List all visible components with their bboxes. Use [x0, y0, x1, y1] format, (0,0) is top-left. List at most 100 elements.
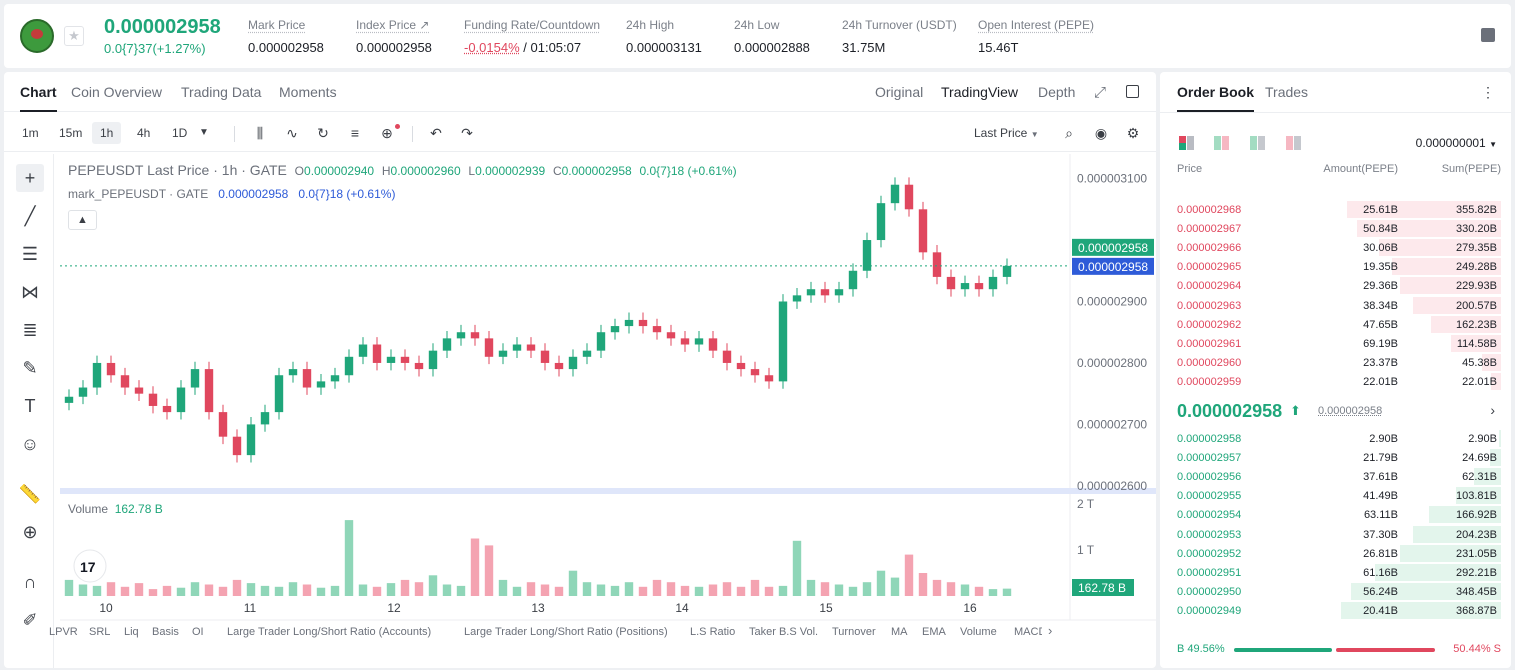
price-type-select[interactable]: Last Price ▼: [974, 126, 1039, 140]
indicator-srl[interactable]: SRL: [89, 626, 111, 638]
ask-row[interactable]: 0.000002966 30.06B 279.35B: [1160, 238, 1511, 257]
ask-row[interactable]: 0.000002965 19.35B 249.28B: [1160, 257, 1511, 276]
more-icon[interactable]: ⋮: [1481, 84, 1495, 100]
timeframe-1m[interactable]: 1m: [22, 126, 39, 140]
indicator-ls-positions[interactable]: Large Trader Long/Short Ratio (Positions…: [464, 626, 668, 638]
volume-tag: 162.78 B: [1078, 581, 1126, 595]
last-price-tag: 0.000002958: [1078, 241, 1148, 255]
indicator-oi[interactable]: OI: [192, 626, 204, 638]
depth-bar: [1351, 582, 1501, 600]
replay-icon[interactable]: ↻: [317, 125, 329, 141]
fullscreen-icon[interactable]: [1126, 85, 1139, 98]
indicator-ls-accounts[interactable]: Large Trader Long/Short Ratio (Accounts): [227, 626, 432, 638]
stat-index-price[interactable]: Index Price ↗ 0.000002958: [356, 18, 432, 55]
ask-row[interactable]: 0.000002967 50.84B 330.20B: [1160, 219, 1511, 238]
emoji-icon[interactable]: ☺: [20, 434, 40, 454]
price-chart[interactable]: 0.000003100 0.000002900 0.000002800 0.00000…: [4, 72, 1156, 668]
bid-row[interactable]: 0.000002952 26.81B 231.05B: [1160, 544, 1511, 563]
bid-row[interactable]: 0.000002956 37.61B 62.31B: [1160, 467, 1511, 486]
view-depth[interactable]: Depth: [1038, 84, 1076, 100]
bid-row[interactable]: 0.000002953 37.30B 204.23B: [1160, 525, 1511, 544]
indicator-liq[interactable]: Liq: [124, 626, 139, 638]
bid-row[interactable]: 0.000002957 21.79B 24.69B: [1160, 448, 1511, 467]
gear-icon[interactable]: ⚙: [1126, 125, 1140, 141]
indicator-ema[interactable]: EMA: [922, 626, 946, 638]
precision-select[interactable]: 0.000000001 ▼: [1415, 136, 1497, 150]
ask-row[interactable]: 0.000002962 47.65B 162.23B: [1160, 315, 1511, 334]
timeframe-1d[interactable]: 1D: [172, 126, 188, 140]
add-indicator-icon[interactable]: ⊕: [381, 125, 393, 141]
view-original[interactable]: Original: [875, 84, 924, 100]
indicator-macd[interactable]: MACD: [1014, 626, 1042, 638]
indicator-ls-ratio[interactable]: L.S Ratio: [690, 626, 736, 638]
volume-bar: [470, 538, 480, 596]
brush-icon[interactable]: ✎: [22, 358, 38, 378]
chevron-right-icon[interactable]: ›: [1490, 402, 1495, 418]
mode-both-icon[interactable]: [1179, 136, 1195, 150]
mode-asks-icon[interactable]: [1286, 136, 1302, 150]
favorite-star-icon[interactable]: ★: [64, 26, 84, 46]
depth-bar: [1490, 449, 1501, 467]
bid-row[interactable]: 0.000002949 20.41B 368.87B: [1160, 601, 1511, 620]
crosshair-icon[interactable]: +: [16, 164, 44, 192]
chevron-right-icon[interactable]: ›: [1048, 623, 1053, 638]
collapse-legend-button[interactable]: ▲: [68, 210, 97, 230]
tab-moments[interactable]: Moments: [279, 84, 337, 100]
redo-icon[interactable]: ↷: [461, 125, 473, 141]
book-icon[interactable]: [1481, 28, 1495, 42]
view-tradingview[interactable]: TradingView: [941, 84, 1019, 100]
depth-bar: [1451, 334, 1501, 352]
indicators-icon[interactable]: ∿: [286, 125, 298, 141]
indicator-ma[interactable]: MA: [891, 626, 908, 638]
row-sum: 200.57B: [1456, 299, 1497, 312]
bid-row[interactable]: 0.000002954 63.11B 166.92B: [1160, 505, 1511, 524]
text-icon[interactable]: T: [24, 396, 36, 416]
stat-mark-price[interactable]: Mark Price 0.000002958: [248, 18, 324, 55]
trendline-icon[interactable]: ╱: [24, 206, 36, 226]
mode-split-icon[interactable]: [1214, 136, 1230, 150]
ask-row[interactable]: 0.000002959 22.01B 22.01B: [1160, 372, 1511, 391]
tab-coin-overview[interactable]: Coin Overview: [71, 84, 163, 100]
timeframe-4h[interactable]: 4h: [137, 126, 151, 140]
bid-row[interactable]: 0.000002950 56.24B 348.45B: [1160, 582, 1511, 601]
candle: [64, 396, 74, 403]
bid-row[interactable]: 0.000002958 2.90B 2.90B: [1160, 429, 1511, 448]
zoom-in-icon[interactable]: ⊕: [22, 522, 38, 542]
ruler-icon[interactable]: 📏: [18, 484, 42, 504]
ask-row[interactable]: 0.000002968 25.61B 355.82B: [1160, 200, 1511, 219]
bid-row[interactable]: 0.000002951 61.16B 292.21B: [1160, 563, 1511, 582]
lock-icon[interactable]: ✐: [22, 610, 38, 630]
volume-bar: [960, 584, 970, 596]
stat-funding-rate[interactable]: Funding Rate/Countdown -0.0154% / 01:05:…: [464, 18, 601, 55]
volume-bar: [708, 584, 718, 596]
horizontal-lines-icon[interactable]: ☰: [21, 244, 39, 264]
tab-chart[interactable]: Chart: [20, 84, 57, 112]
search-icon[interactable]: ⌕: [1065, 125, 1073, 141]
camera-icon[interactable]: ◉: [1094, 125, 1108, 141]
indicator-basis[interactable]: Basis: [152, 626, 179, 638]
indicator-taker-vol[interactable]: Taker B.S Vol.: [749, 626, 819, 638]
indicator-lpvr[interactable]: LPVR: [49, 626, 78, 638]
ask-row[interactable]: 0.000002961 69.19B 114.58B: [1160, 334, 1511, 353]
ask-row[interactable]: 0.000002963 38.34B 200.57B: [1160, 296, 1511, 315]
expand-icon[interactable]: ⤢: [1094, 84, 1107, 101]
mode-bids-icon[interactable]: [1250, 136, 1266, 150]
ask-row[interactable]: 0.000002960 23.37B 45.38B: [1160, 353, 1511, 372]
timeframe-15m[interactable]: 15m: [59, 126, 83, 140]
undo-icon[interactable]: ↶: [430, 125, 442, 141]
indicator-turnover[interactable]: Turnover: [832, 626, 876, 638]
bid-row[interactable]: 0.000002955 41.49B 103.81B: [1160, 486, 1511, 505]
pattern-icon[interactable]: ⋈: [21, 282, 39, 302]
magnet-icon[interactable]: ∩: [23, 572, 37, 592]
tab-trades[interactable]: Trades: [1265, 84, 1309, 100]
tab-trading-data[interactable]: Trading Data: [181, 84, 262, 100]
chevron-down-icon[interactable]: ▼: [199, 127, 209, 138]
ask-row[interactable]: 0.000002964 29.36B 229.93B: [1160, 276, 1511, 295]
timeframe-1h[interactable]: 1h: [92, 122, 122, 144]
candle-type-icon[interactable]: ⫼: [256, 125, 264, 141]
tab-order-book[interactable]: Order Book: [1177, 84, 1255, 112]
fib-icon[interactable]: ≣: [22, 320, 38, 340]
stat-open-interest[interactable]: Open Interest (PEPE) 15.46T: [978, 18, 1095, 55]
templates-icon[interactable]: ≡: [350, 125, 360, 141]
indicator-volume[interactable]: Volume: [960, 626, 997, 638]
